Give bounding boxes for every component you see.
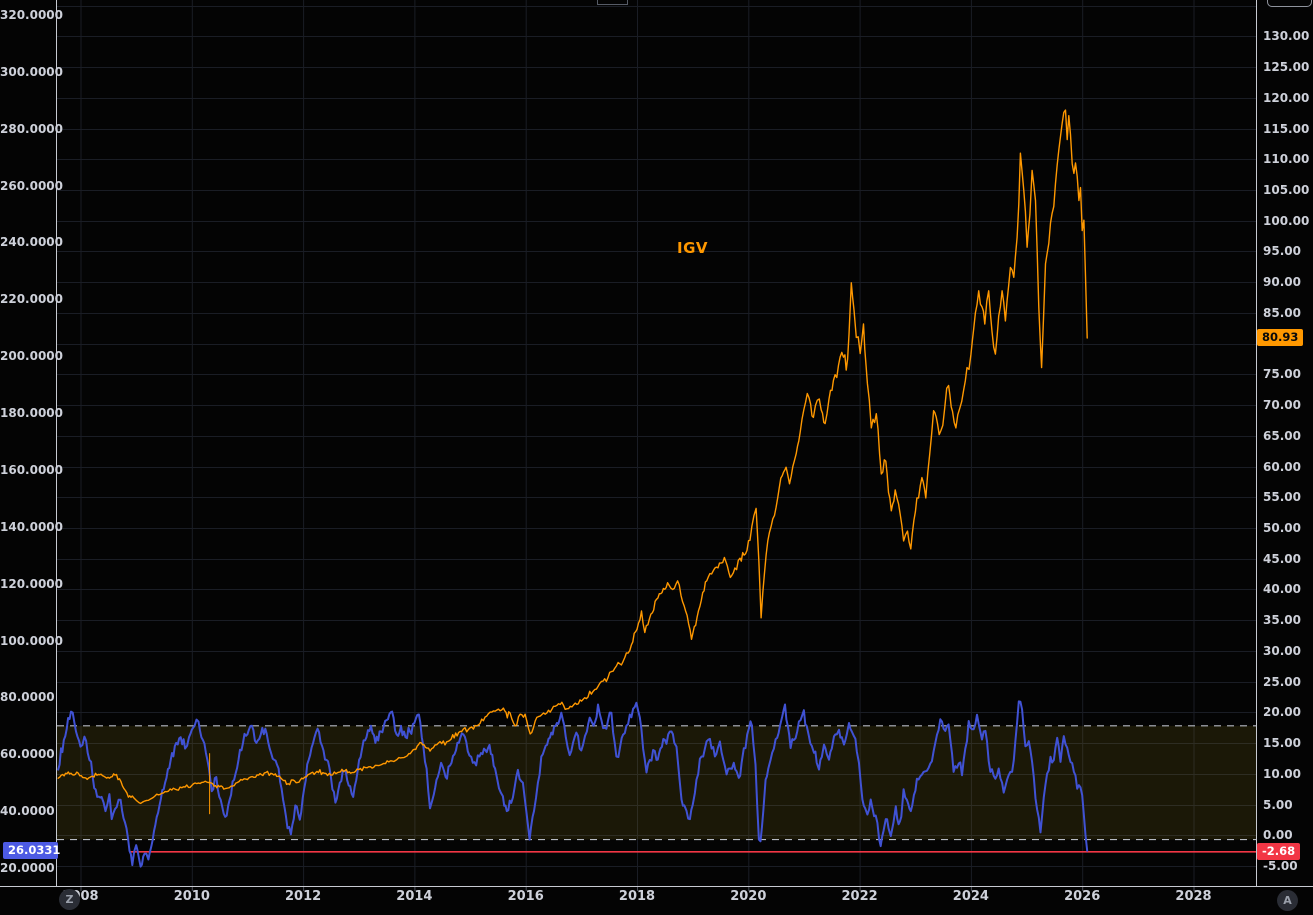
right-axis-tick: 105.00 xyxy=(1263,183,1310,198)
right-axis-tick: 115.00 xyxy=(1263,121,1310,136)
time-axis-tick: 2016 xyxy=(507,889,544,904)
time-axis-tick: 2018 xyxy=(618,889,656,904)
right-axis-tick: 30.00 xyxy=(1263,643,1301,658)
time-axis-tick: 2020 xyxy=(730,889,767,904)
time-axis-tick: 2024 xyxy=(952,889,989,904)
left-axis-tick: 240.0000 xyxy=(0,235,64,250)
grid xyxy=(57,0,1256,886)
left-axis-tick: 220.0000 xyxy=(0,292,64,307)
right-axis-tick: 5.00 xyxy=(1263,797,1293,812)
right-axis-tick: 125.00 xyxy=(1263,60,1310,75)
right-axis-tick: 85.00 xyxy=(1263,305,1301,320)
left-axis-tick: 20.0000 xyxy=(0,860,55,875)
timezone-button[interactable]: Z xyxy=(59,889,80,910)
left-axis-tick: 100.0000 xyxy=(0,633,64,648)
time-axis-tick: 2014 xyxy=(396,889,433,904)
right-axis-tick: 90.00 xyxy=(1263,275,1301,290)
right-axis-tick: -5.00 xyxy=(1263,859,1298,874)
right-axis-tick: 75.00 xyxy=(1263,367,1301,382)
oscillator-value-badge: 26.0331 xyxy=(3,842,60,860)
right-axis-tick: 130.00 xyxy=(1263,29,1310,44)
right-axis-tick: 10.00 xyxy=(1263,766,1301,781)
axis-ticks xyxy=(80,887,1195,891)
right-axis-tick: 55.00 xyxy=(1263,490,1301,505)
right-axis-tick: 50.00 xyxy=(1263,521,1301,536)
price-value-badge: 80.93 xyxy=(1257,329,1304,347)
right-axis-tick: 15.00 xyxy=(1263,736,1301,751)
price-series-line[interactable] xyxy=(57,109,1088,805)
left-axis-tick: 160.0000 xyxy=(0,462,64,477)
left-scale-border xyxy=(56,0,57,887)
time-axis-tick: 2028 xyxy=(1175,889,1212,904)
left-axis-tick: 120.0000 xyxy=(0,576,64,591)
right-axis-tick: 100.00 xyxy=(1263,213,1310,228)
right-axis-tick: 65.00 xyxy=(1263,428,1301,443)
level-value-badge: -2.68 xyxy=(1257,843,1301,861)
symbol-label: IGV xyxy=(677,239,709,257)
right-axis-tick: 95.00 xyxy=(1263,244,1301,259)
left-axis-tick: 200.0000 xyxy=(0,349,64,364)
time-axis-tick: 2012 xyxy=(285,889,322,904)
left-axis-tick: 320.0000 xyxy=(0,8,64,22)
right-axis-tick: 110.00 xyxy=(1263,152,1310,167)
right-axis-tick: 45.00 xyxy=(1263,551,1301,566)
time-axis-tick: 2022 xyxy=(841,889,878,904)
left-axis-tick: 40.0000 xyxy=(0,804,55,819)
left-axis-tick: 180.0000 xyxy=(0,406,64,421)
right-axis-tick: 120.00 xyxy=(1263,90,1310,105)
time-axis-tick: 2026 xyxy=(1064,889,1101,904)
oscillator-series-line[interactable] xyxy=(57,700,1089,868)
left-axis-tick: 300.0000 xyxy=(0,64,64,79)
right-axis-tick: 0.00 xyxy=(1263,828,1293,843)
right-axis-tick: 70.00 xyxy=(1263,398,1301,413)
right-axis-tick: 20.00 xyxy=(1263,705,1301,720)
time-axis-tick: 2010 xyxy=(173,889,210,904)
left-axis-tick: 140.0000 xyxy=(0,519,64,534)
clipped-label-box xyxy=(1267,0,1312,7)
right-axis-tick: 35.00 xyxy=(1263,613,1301,628)
left-axis-tick: 80.0000 xyxy=(0,690,55,705)
right-axis-tick: 60.00 xyxy=(1263,459,1301,474)
left-axis-tick: 60.0000 xyxy=(0,747,55,762)
top-bracket-artifact xyxy=(597,0,628,5)
right-axis-tick: 25.00 xyxy=(1263,674,1301,689)
right-axis-tick: 40.00 xyxy=(1263,582,1301,597)
right-scale-border xyxy=(1256,0,1257,887)
left-axis-tick: 260.0000 xyxy=(0,178,64,193)
left-axis-tick: 280.0000 xyxy=(0,121,64,136)
time-scale-border xyxy=(0,886,1313,887)
auto-scale-button[interactable]: A xyxy=(1277,890,1298,911)
